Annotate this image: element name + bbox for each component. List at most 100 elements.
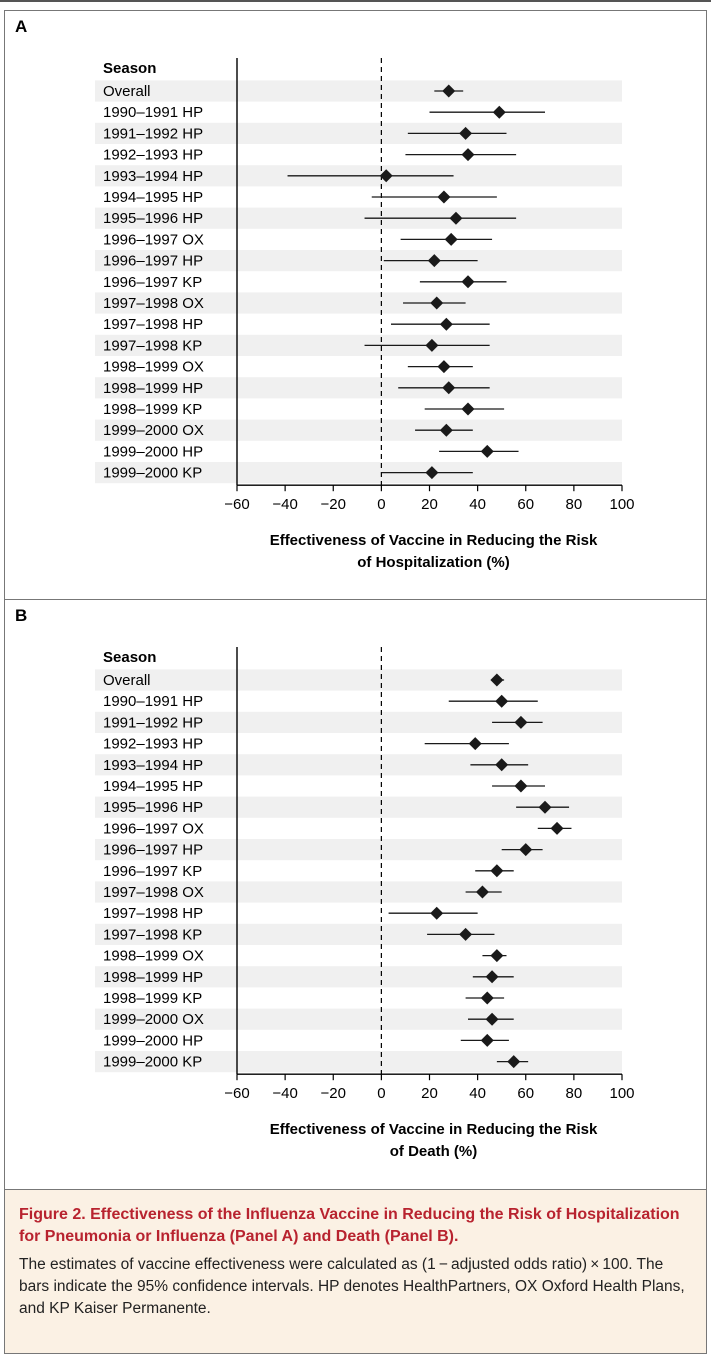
panel-b-estimate-marker	[430, 906, 444, 920]
panel-a-row-label: 1996–1997 KP	[103, 274, 202, 291]
panel-a-estimate-marker	[461, 148, 475, 162]
panel-b-row-label: 1997–1998 HP	[103, 905, 203, 922]
panel-a-row-label: 1996–1997 OX	[103, 231, 204, 248]
panel-a-estimate-marker	[442, 84, 456, 98]
caption-body: The estimates of vaccine effectiveness w…	[19, 1256, 685, 1317]
panel-a-row-label: 1999–2000 HP	[103, 443, 203, 460]
panel-a-row-shade	[95, 207, 622, 229]
panel-b-row-label: 1996–1997 HP	[103, 842, 203, 859]
panel-b-estimate-marker	[459, 927, 473, 941]
panel-a-estimate-marker	[461, 275, 475, 289]
panel-b-row-label: 1994–1995 HP	[103, 778, 203, 795]
panel-a-chart: Season Overall 1990–1991 HP 1991–1992 HP 199…	[95, 58, 635, 571]
figure-caption: Figure 2. Effectiveness of the Influenza…	[4, 1190, 707, 1354]
panel-a-row-label: 1998–1999 KP	[103, 401, 202, 418]
panel-a-estimate-marker	[439, 317, 453, 331]
panel-a-row-shade	[95, 250, 622, 272]
panel-b-row-shade	[95, 711, 622, 733]
panel-a-x-tick-label: 100	[609, 496, 634, 513]
panel-b-x-tick-label: 60	[517, 1085, 534, 1102]
panel-a-estimate-marker	[425, 338, 439, 352]
panel-a-estimate-marker	[442, 381, 456, 395]
panel-a-row-header: Season	[103, 60, 156, 77]
panel-b-chart: Season Overall 1990–1991 HP 1991–1992 HP 199…	[95, 647, 635, 1160]
panel-a-row-label: 1994–1995 HP	[103, 189, 203, 206]
panel-a-row-label: Overall	[103, 83, 151, 100]
panel-b-x-tick-label: 20	[421, 1085, 438, 1102]
panel-a-row-shade	[95, 292, 622, 314]
panel-a-row-label: 1992–1993 HP	[103, 147, 203, 164]
panel-a-x-tick-label: 60	[517, 496, 534, 513]
top-rule	[0, 0, 711, 2]
panel-b-row-label: 1991–1992 HP	[103, 714, 203, 731]
panel-b-estimate-marker	[514, 779, 528, 793]
panel-b-estimate-marker	[538, 800, 552, 814]
panel-a-row-label: 1995–1996 HP	[103, 210, 203, 227]
panel-b-row-shade	[95, 754, 622, 776]
panel-b-row-label: Overall	[103, 672, 151, 689]
panel-b-x-axis-label-line1: Effectiveness of Vaccine in Reducing the…	[270, 1121, 598, 1138]
panel-a-x-tick-label: −20	[321, 496, 346, 513]
panel-b-row-label: 1992–1993 HP	[103, 736, 203, 753]
panel-b-estimate-marker	[507, 1055, 521, 1069]
caption-title: Effectiveness of the Influenza Vaccine i…	[19, 1206, 680, 1245]
panel-a-estimate-marker	[425, 466, 439, 480]
panel-b-row-label: 1996–1997 OX	[103, 820, 204, 837]
panel-a-estimate-marker	[492, 105, 506, 119]
panel-b-x-tick-label: 40	[469, 1085, 486, 1102]
panel-a-estimate-marker	[437, 190, 451, 204]
panel-a-row-shade	[95, 80, 622, 102]
panel-b-x-tick-label: −40	[272, 1085, 297, 1102]
panel-b-row-label: 1998–1999 KP	[103, 990, 202, 1007]
panel-b-row-label: 1995–1996 HP	[103, 799, 203, 816]
panel-a-estimate-marker	[449, 211, 463, 225]
panel-b-estimate-marker	[468, 737, 482, 751]
panel-b-x-tick-label: −60	[224, 1085, 249, 1102]
panel-a-x-tick-label: 0	[377, 496, 385, 513]
panel-b-x-axis-label-line2: of Death (%)	[390, 1143, 478, 1160]
panel-b-estimate-marker	[550, 821, 564, 835]
panel-b: B Season Overall 1990–1991 HP 1991–1992 HP 1…	[4, 600, 707, 1190]
panel-a-estimate-marker	[461, 402, 475, 416]
panel-a: A Season Overall 1990–1991 HP 1991–1992 HP 1…	[4, 10, 707, 600]
panel-b-row-label: 1997–1998 OX	[103, 884, 204, 901]
panel-b-estimate-marker	[519, 843, 533, 857]
panel-a-row-label: 1997–1998 KP	[103, 337, 202, 354]
panel-b-estimate-marker	[490, 864, 504, 878]
panel-b-estimate-marker	[490, 949, 504, 963]
panel-a-letter: A	[15, 17, 28, 36]
panel-a-row-shade	[95, 377, 622, 399]
panel-b-x-tick-label: 0	[377, 1085, 385, 1102]
panel-b-row-label: 1999–2000 HP	[103, 1032, 203, 1049]
panel-a-row-shade	[95, 419, 622, 441]
panel-b-row-label: 1998–1999 OX	[103, 948, 204, 965]
panel-b-row-label: 1993–1994 HP	[103, 757, 203, 774]
panel-b-estimate-marker	[485, 970, 499, 984]
caption-title-line: Figure 2. Effectiveness of the Influenza…	[19, 1204, 692, 1248]
panel-a-estimate-marker	[444, 232, 458, 246]
panel-b-row-shade	[95, 881, 622, 903]
panel-a-row-label: 1990–1991 HP	[103, 104, 203, 121]
panel-b-row-label: 1999–2000 KP	[103, 1054, 202, 1071]
panel-a-row-label: 1993–1994 HP	[103, 168, 203, 185]
panel-b-row-shade	[95, 669, 622, 691]
panel-b-row-shade	[95, 966, 622, 988]
panel-b-row-shade	[95, 796, 622, 818]
panel-b-row-shade	[95, 839, 622, 861]
panel-a-estimate-marker	[437, 360, 451, 374]
panel-a-x-tick-label: 40	[469, 496, 486, 513]
caption-figure-number: Figure 2.	[19, 1206, 86, 1223]
panel-b-row-label: 1999–2000 OX	[103, 1011, 204, 1028]
panel-a-row-shade	[95, 462, 622, 484]
panel-a-row-label: 1997–1998 OX	[103, 295, 204, 312]
panel-a-x-tick-label: −40	[272, 496, 297, 513]
panel-a-row-label: 1999–2000 OX	[103, 422, 204, 439]
panel-b-estimate-marker	[490, 673, 504, 687]
panel-b-row-shade	[95, 1051, 622, 1073]
panel-a-x-tick-label: 80	[566, 496, 583, 513]
panel-a-row-label: 1999–2000 KP	[103, 465, 202, 482]
panel-b-estimate-marker	[485, 1012, 499, 1026]
panel-a-estimate-marker	[480, 444, 494, 458]
panel-a-row-label: 1998–1999 HP	[103, 380, 203, 397]
panel-a-estimate-marker	[430, 296, 444, 310]
